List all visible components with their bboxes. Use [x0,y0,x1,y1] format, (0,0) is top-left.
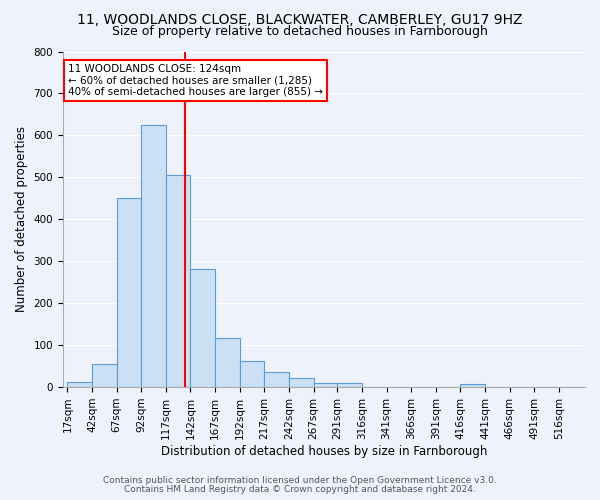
Text: Contains public sector information licensed under the Open Government Licence v3: Contains public sector information licen… [103,476,497,485]
Bar [240,360,265,387]
Bar [460,384,485,387]
Bar [265,372,289,387]
Bar [314,383,337,387]
Text: 11 WOODLANDS CLOSE: 124sqm
← 60% of detached houses are smaller (1,285)
40% of s: 11 WOODLANDS CLOSE: 124sqm ← 60% of deta… [68,64,323,98]
Bar [215,338,240,387]
Text: Contains HM Land Registry data © Crown copyright and database right 2024.: Contains HM Land Registry data © Crown c… [124,485,476,494]
Y-axis label: Number of detached properties: Number of detached properties [15,126,28,312]
Bar [92,364,116,387]
Bar [116,198,141,387]
Text: Size of property relative to detached houses in Farnborough: Size of property relative to detached ho… [112,25,488,38]
Bar [337,383,362,387]
Bar [67,382,92,387]
Bar [141,125,166,387]
Bar [289,378,314,387]
Bar [190,269,215,387]
Text: 11, WOODLANDS CLOSE, BLACKWATER, CAMBERLEY, GU17 9HZ: 11, WOODLANDS CLOSE, BLACKWATER, CAMBERL… [77,12,523,26]
X-axis label: Distribution of detached houses by size in Farnborough: Distribution of detached houses by size … [161,444,487,458]
Bar [166,176,190,387]
